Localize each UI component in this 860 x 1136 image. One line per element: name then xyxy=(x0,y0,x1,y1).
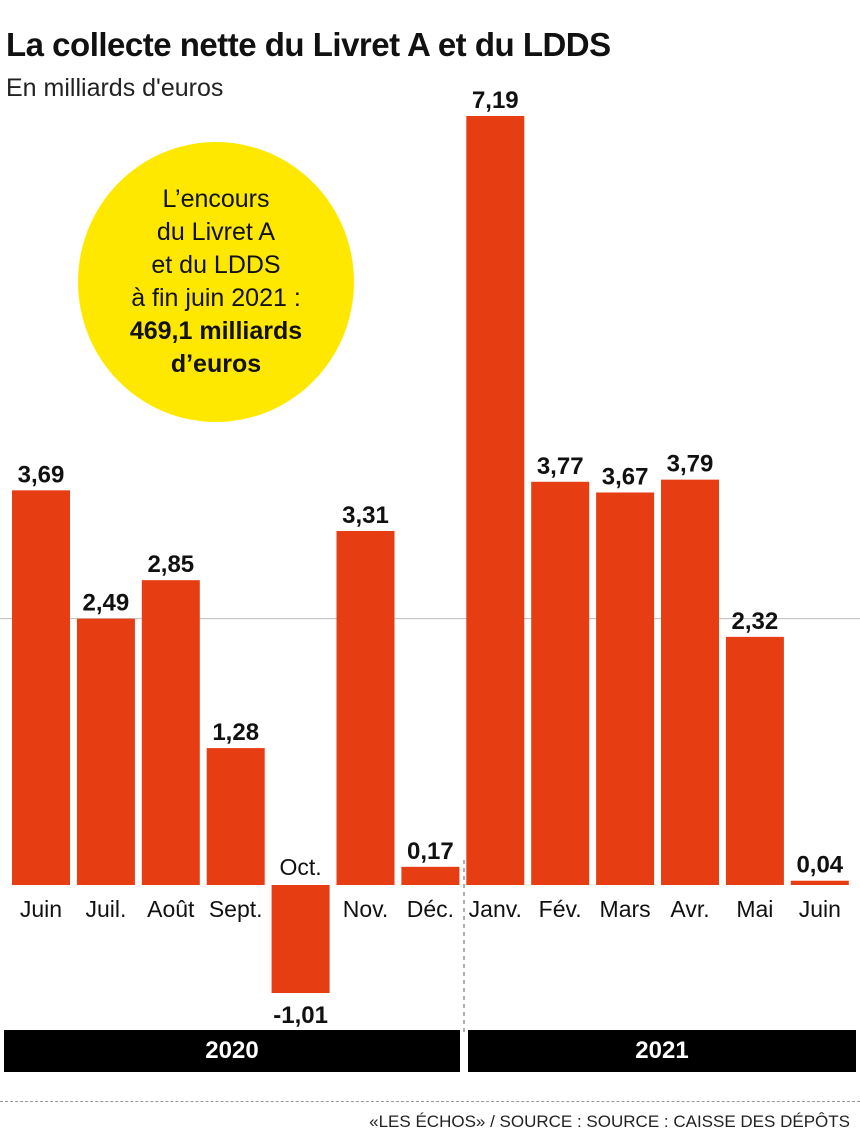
category-label: Juil. xyxy=(85,896,126,922)
callout-line: à fin juin 2021 : xyxy=(131,284,301,312)
value-label: 3,77 xyxy=(537,453,584,480)
chart-subtitle: En milliards d'euros xyxy=(6,74,224,102)
value-label: 3,67 xyxy=(602,463,649,490)
value-label: 3,31 xyxy=(342,502,389,529)
category-label: Janv. xyxy=(469,896,522,922)
callout-line: du Livret A xyxy=(156,218,276,246)
value-label: 2,85 xyxy=(147,551,194,578)
category-label: Août xyxy=(147,896,195,922)
value-label: 2,32 xyxy=(732,608,779,635)
bar xyxy=(271,885,330,994)
bar xyxy=(12,490,70,885)
bar xyxy=(76,618,135,885)
year-band-2020: 2020 xyxy=(4,1030,460,1072)
category-label: Mai xyxy=(736,896,773,922)
category-label: Déc. xyxy=(407,896,454,922)
bar xyxy=(790,880,849,885)
bar xyxy=(141,580,200,885)
value-label: -1,01 xyxy=(273,1002,328,1029)
bar xyxy=(596,492,655,885)
category-label: Juin xyxy=(799,896,841,922)
bar xyxy=(531,481,590,885)
bar xyxy=(206,748,265,885)
value-label: 2,49 xyxy=(83,590,130,617)
category-label: Oct. xyxy=(280,854,322,880)
category-label: Mars xyxy=(600,896,651,922)
value-label: 0,17 xyxy=(407,838,454,865)
outstanding-callout: L’encours du Livret A et du LDDS à fin j… xyxy=(78,142,354,422)
source-credit: «LES ÉCHOS» / SOURCE : SOURCE : CAISSE D… xyxy=(369,1112,850,1131)
footer-divider xyxy=(0,1101,860,1102)
bar xyxy=(725,636,784,885)
bar xyxy=(466,116,525,885)
bar xyxy=(661,479,719,885)
category-label: Juin xyxy=(20,896,62,922)
callout-amount: 469,1 milliards xyxy=(129,317,303,345)
callout-unit: d’euros xyxy=(170,350,262,378)
bar xyxy=(336,530,395,885)
value-label: 1,28 xyxy=(212,719,259,746)
value-label: 0,04 xyxy=(796,852,843,879)
value-label: 3,79 xyxy=(667,451,714,478)
callout-line: et du LDDS xyxy=(151,251,281,279)
year-band-2021: 2021 xyxy=(468,1030,856,1072)
value-label: 3,69 xyxy=(18,461,65,488)
category-label: Nov. xyxy=(343,896,389,922)
callout-line: L’encours xyxy=(162,185,270,213)
chart-title: La collecte nette du Livret A et du LDDS xyxy=(6,26,611,63)
category-label: Avr. xyxy=(670,896,709,922)
category-label: Fév. xyxy=(539,896,582,922)
bar xyxy=(401,866,460,885)
category-label: Sept. xyxy=(209,896,263,922)
value-label: 7,19 xyxy=(472,87,519,114)
